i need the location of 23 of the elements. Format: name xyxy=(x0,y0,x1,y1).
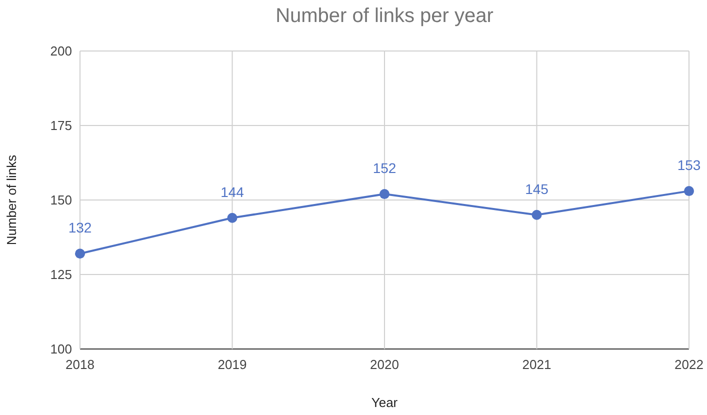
data-label: 153 xyxy=(677,157,701,174)
chart-title: Number of links per year xyxy=(276,5,494,27)
data-label: 145 xyxy=(525,180,549,197)
y-axis-title: Number of links xyxy=(4,154,19,246)
data-label: 144 xyxy=(220,184,244,200)
y-tick-label: 200 xyxy=(50,44,72,59)
point xyxy=(684,186,694,196)
y-tick-label: 125 xyxy=(50,267,72,282)
x-tick-label: 2021 xyxy=(522,357,552,372)
data-label: 152 xyxy=(372,160,396,176)
x-axis-title: Year xyxy=(371,395,398,410)
x-tick-label: 2020 xyxy=(370,357,399,372)
x-tick-label: 2018 xyxy=(66,357,94,372)
point xyxy=(227,212,238,223)
point xyxy=(380,189,390,200)
y-tick-label: 150 xyxy=(50,192,72,208)
y-tick-label: 175 xyxy=(50,118,72,134)
data-label: 132 xyxy=(68,220,92,236)
x-tick-label: 2019 xyxy=(218,357,247,372)
point xyxy=(75,248,85,259)
y-tick-label: 100 xyxy=(50,342,72,357)
point xyxy=(532,210,542,220)
x-tick-label: 2022 xyxy=(674,357,704,372)
